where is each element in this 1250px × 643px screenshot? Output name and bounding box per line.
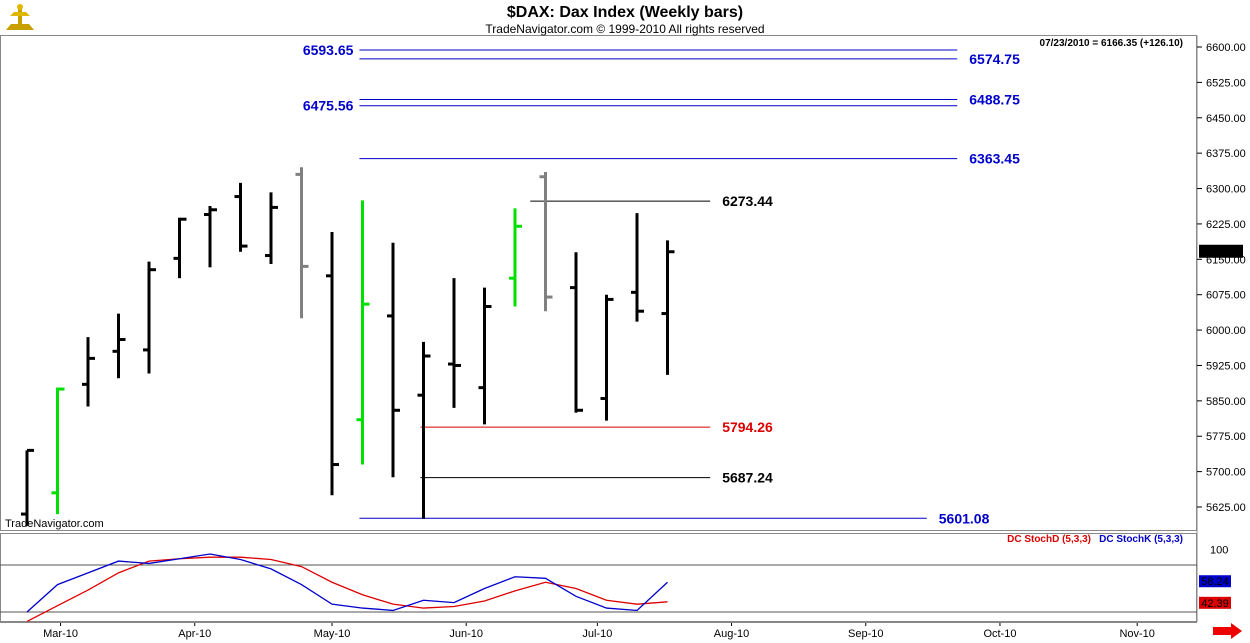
y-tick-label: 5775.00: [1206, 431, 1246, 443]
stoch-y-label: 100: [1210, 544, 1228, 556]
level-label: 6475.56: [303, 98, 354, 114]
ohlc-bar: [21, 448, 34, 526]
x-tick-label: Jun-10: [449, 628, 483, 640]
watermark: TradeNavigator.com: [5, 518, 104, 530]
ohlc-bar: [173, 217, 187, 279]
ohlc-bar: [448, 278, 461, 408]
x-tick-label: Mar-10: [43, 628, 78, 640]
x-tick-label: Aug-10: [714, 628, 749, 640]
ohlc-bar: [143, 261, 156, 374]
ohlc-bar: [265, 192, 278, 265]
legend-stoch-k: DC StochK (5,3,3): [1099, 534, 1183, 545]
stoch-k-tag: 58.24: [1199, 575, 1231, 588]
ohlc-bar: [539, 172, 553, 312]
y-tick-label: 5625.00: [1206, 502, 1246, 514]
y-tick-label: 6525.00: [1206, 77, 1246, 89]
ohlc-bar: [387, 242, 400, 478]
ohlc-bar: [570, 252, 583, 413]
level-label: 5687.24: [722, 470, 773, 486]
last-quote: 07/23/2010 = 6166.35 (+126.10): [1040, 38, 1183, 49]
y-tick-label: 6075.00: [1206, 290, 1246, 302]
ohlc-bar: [112, 313, 126, 379]
scroll-right-arrow-icon[interactable]: [1213, 623, 1242, 639]
level-label: 6574.75: [969, 51, 1020, 67]
ohlc-bar: [204, 205, 217, 268]
y-tick-label: 6000.00: [1206, 325, 1246, 337]
x-tick-label: May-10: [314, 628, 351, 640]
y-tick-label: 5850.00: [1206, 396, 1246, 408]
x-tick-label: Oct-10: [983, 628, 1016, 640]
stoch-series-line: [26, 553, 668, 613]
y-tick-label: 6225.00: [1206, 219, 1246, 231]
ohlc-bar: [234, 182, 248, 252]
tradenavigator-logo: [6, 4, 34, 30]
ohlc-bar: [51, 387, 65, 515]
y-tick-label: 6600.00: [1206, 42, 1246, 54]
stoch-panel-frame: [0, 533, 1197, 622]
ohlc-bar: [661, 240, 675, 375]
ohlc-bar: [600, 294, 614, 421]
price-tag: 6166.35: [1201, 247, 1241, 259]
ohlc-bar: [356, 200, 370, 465]
ohlc-bar: [509, 208, 522, 307]
y-tick-label: 6300.00: [1206, 184, 1246, 196]
level-label: 6273.44: [722, 193, 773, 209]
y-tick-label: 6450.00: [1206, 113, 1246, 125]
stoch-series-line: [26, 556, 668, 622]
x-tick-label: Apr-10: [178, 628, 211, 640]
ohlc-bar: [295, 167, 309, 319]
level-label: 5601.08: [939, 510, 990, 526]
y-tick-label: 6375.00: [1206, 148, 1246, 160]
level-label: 6593.65: [303, 42, 354, 58]
y-tick-label: 5700.00: [1206, 467, 1246, 479]
svg-text:42.39: 42.39: [1201, 598, 1229, 610]
level-label: 6488.75: [969, 91, 1020, 107]
x-tick-label: Nov-10: [1119, 628, 1154, 640]
chart-subtitle: TradeNavigator.com © 1999-2010 All right…: [485, 22, 764, 36]
x-tick-label: Jul-10: [582, 628, 612, 640]
legend-stoch-d: DC StochD (5,3,3): [1007, 534, 1091, 545]
level-label: 6363.45: [969, 151, 1020, 167]
stoch-d-tag: 42.39: [1199, 596, 1231, 610]
ohlc-bar: [417, 341, 431, 519]
level-label: 5794.26: [722, 419, 773, 435]
ohlc-bar: [631, 213, 644, 322]
price-tag-bg: [1199, 244, 1243, 258]
chart-title: $DAX: Dax Index (Weekly bars): [507, 4, 743, 21]
ohlc-bar: [478, 287, 492, 425]
ohlc-bar: [326, 231, 339, 496]
price-panel-frame: [0, 35, 1197, 531]
ohlc-bar: [82, 337, 95, 407]
y-tick-label: 5925.00: [1206, 360, 1246, 372]
x-tick-label: Sep-10: [848, 628, 883, 640]
svg-text:58.24: 58.24: [1201, 576, 1229, 588]
